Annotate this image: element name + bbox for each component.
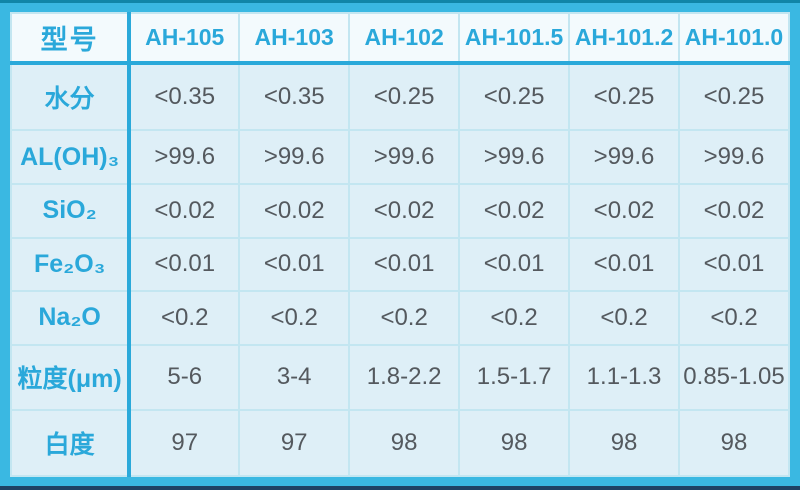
table-row-aloh3: AL(OH)₃ >99.6 >99.6 >99.6 >99.6 >99.6 >9… [9,129,790,185]
value-cell: 5-6 [128,343,241,412]
value-cell: <0.25 [678,61,790,132]
value-cell: <0.01 [348,236,461,293]
header-cell-ah105: AH-105 [128,12,241,65]
value-cell: <0.2 [678,290,790,346]
value-cell: <0.35 [238,61,351,132]
table-row-moisture: 水分 <0.35 <0.35 <0.25 <0.25 <0.25 <0.25 [9,61,790,132]
table-row-fe2o3: Fe₂O₃ <0.01 <0.01 <0.01 <0.01 <0.01 <0.0… [9,236,790,293]
value-cell: >99.6 [348,129,461,185]
value-cell: 1.1-1.3 [568,343,681,412]
header-row: 型号 AH-105 AH-103 AH-102 AH-101.5 AH-101.… [9,12,790,65]
header-cell-ah101-2: AH-101.2 [568,12,681,65]
value-cell: 97 [128,409,241,477]
row-label-sio2: SiO₂ [9,182,132,239]
value-cell: 98 [458,409,571,477]
table-row-whiteness: 白度 97 97 98 98 98 98 [9,409,790,477]
value-cell: <0.01 [238,236,351,293]
value-cell: <0.2 [238,290,351,346]
value-cell: <0.25 [458,61,571,132]
value-cell: <0.02 [458,182,571,239]
value-cell: 98 [678,409,790,477]
header-cell-ah103: AH-103 [238,12,351,65]
spec-table: 型号 AH-105 AH-103 AH-102 AH-101.5 AH-101.… [9,12,790,477]
value-cell: <0.02 [678,182,790,239]
value-cell: <0.25 [568,61,681,132]
value-cell: <0.35 [128,61,241,132]
value-cell: <0.01 [458,236,571,293]
value-cell: >99.6 [458,129,571,185]
value-cell: 97 [238,409,351,477]
row-label-moisture: 水分 [9,61,132,132]
value-cell: 1.8-2.2 [348,343,461,412]
row-label-na2o: Na₂O [9,290,132,346]
value-cell: <0.2 [568,290,681,346]
value-cell: 1.5-1.7 [458,343,571,412]
table-row-particle-size: 粒度(μm) 5-6 3-4 1.8-2.2 1.5-1.7 1.1-1.3 0… [9,343,790,412]
value-cell: <0.01 [128,236,241,293]
value-cell: <0.02 [128,182,241,239]
value-cell: >99.6 [128,129,241,185]
value-cell: <0.02 [568,182,681,239]
value-cell: 0.85-1.05 [678,343,790,412]
header-cell-ah101-0: AH-101.0 [678,12,790,65]
value-cell: >99.6 [678,129,790,185]
row-label-fe2o3: Fe₂O₃ [9,236,132,293]
header-cell-model: 型号 [9,12,132,65]
value-cell: <0.2 [458,290,571,346]
value-cell: <0.02 [348,182,461,239]
header-cell-ah102: AH-102 [348,12,461,65]
value-cell: <0.02 [238,182,351,239]
value-cell: 98 [348,409,461,477]
value-cell: <0.01 [568,236,681,293]
header-cell-ah101-5: AH-101.5 [458,12,571,65]
value-cell: <0.2 [128,290,241,346]
table-row-na2o: Na₂O <0.2 <0.2 <0.2 <0.2 <0.2 <0.2 [9,290,790,346]
row-label-particle-size: 粒度(μm) [9,343,132,412]
value-cell: >99.6 [568,129,681,185]
value-cell: 3-4 [238,343,351,412]
value-cell: <0.2 [348,290,461,346]
value-cell: <0.25 [348,61,461,132]
table-row-sio2: SiO₂ <0.02 <0.02 <0.02 <0.02 <0.02 <0.02 [9,182,790,239]
row-label-whiteness: 白度 [9,409,132,477]
row-label-aloh3: AL(OH)₃ [9,129,132,185]
value-cell: 98 [568,409,681,477]
value-cell: >99.6 [238,129,351,185]
value-cell: <0.01 [678,236,790,293]
